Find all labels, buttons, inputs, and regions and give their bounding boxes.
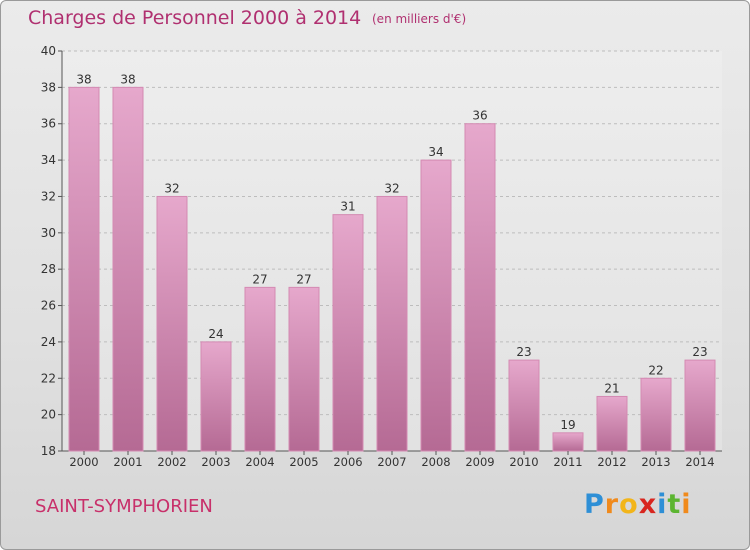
y-tick-label: 28	[41, 262, 56, 276]
y-tick-label: 40	[41, 44, 56, 58]
data-label-2006: 31	[340, 200, 355, 214]
y-tick-label: 38	[41, 80, 56, 94]
x-tick-label-2006: 2006	[333, 455, 362, 469]
y-tick-label: 36	[41, 117, 56, 131]
x-tick-label-2004: 2004	[245, 455, 274, 469]
bar-2010	[508, 359, 540, 452]
y-tick-label: 22	[41, 371, 56, 385]
bar-2012	[596, 395, 628, 452]
proxiti-logo-letter: r	[604, 489, 620, 520]
x-tick-label-2005: 2005	[289, 455, 318, 469]
bar-2003	[200, 341, 232, 452]
y-tick-label: 32	[41, 189, 56, 203]
data-label-2014: 23	[692, 345, 707, 359]
x-tick-label-2007: 2007	[377, 455, 406, 469]
bar-2011	[552, 432, 584, 452]
bar-2008	[420, 159, 452, 452]
y-tick-label: 24	[41, 335, 56, 349]
bar-2007	[376, 195, 408, 452]
bar-2004	[244, 286, 276, 452]
y-tick-label: 18	[41, 444, 56, 458]
bar-2013	[640, 377, 672, 452]
proxiti-logo-letter: P	[584, 489, 605, 520]
x-tick-label-2000: 2000	[69, 455, 98, 469]
data-label-2010: 23	[516, 345, 531, 359]
commune-name: SAINT-SYMPHORIEN	[35, 496, 213, 517]
bar-2005	[288, 286, 320, 452]
bar-2009	[464, 123, 496, 452]
x-tick-label-2010: 2010	[509, 455, 538, 469]
proxiti-logo: Proxiti	[584, 489, 692, 520]
x-tick-label-2003: 2003	[201, 455, 230, 469]
x-tick-label-2013: 2013	[641, 455, 670, 469]
data-label-2012: 21	[604, 381, 619, 395]
y-tick-label: 26	[41, 299, 56, 313]
data-label-2005: 27	[296, 272, 311, 286]
y-tick-label: 20	[41, 408, 56, 422]
bar-2014	[684, 359, 716, 452]
bar-2002	[156, 195, 188, 452]
x-tick-label-2001: 2001	[113, 455, 142, 469]
chart-subtitle: (en milliers d'€)	[372, 12, 467, 26]
data-label-2004: 27	[252, 272, 267, 286]
proxiti-logo-letter: o	[619, 489, 639, 520]
y-tick-label: 30	[41, 226, 56, 240]
y-tick-label: 34	[41, 153, 56, 167]
chart-title: Charges de Personnel 2000 à 2014	[28, 7, 362, 29]
data-label-2009: 36	[472, 109, 487, 123]
data-label-2007: 32	[384, 181, 399, 195]
data-label-2008: 34	[428, 145, 443, 159]
data-label-2002: 32	[164, 181, 179, 195]
x-tick-label-2008: 2008	[421, 455, 450, 469]
x-tick-label-2011: 2011	[553, 455, 582, 469]
proxiti-logo-letter: x	[638, 489, 658, 520]
data-label-2011: 19	[560, 418, 575, 432]
x-tick-label-2009: 2009	[465, 455, 494, 469]
proxiti-logo-letter: i	[681, 489, 692, 520]
data-label-2001: 38	[120, 72, 135, 86]
x-tick-label-2014: 2014	[685, 455, 714, 469]
bar-2000	[68, 86, 100, 452]
bar-2006	[332, 214, 364, 452]
x-tick-label-2012: 2012	[597, 455, 626, 469]
x-tick-label-2002: 2002	[157, 455, 186, 469]
data-label-2013: 22	[648, 363, 663, 377]
data-label-2003: 24	[208, 327, 223, 341]
data-label-2000: 38	[76, 72, 91, 86]
proxiti-logo-letter: i	[657, 489, 668, 520]
proxiti-logo-letter: t	[667, 489, 682, 520]
bar-2001	[112, 86, 144, 452]
